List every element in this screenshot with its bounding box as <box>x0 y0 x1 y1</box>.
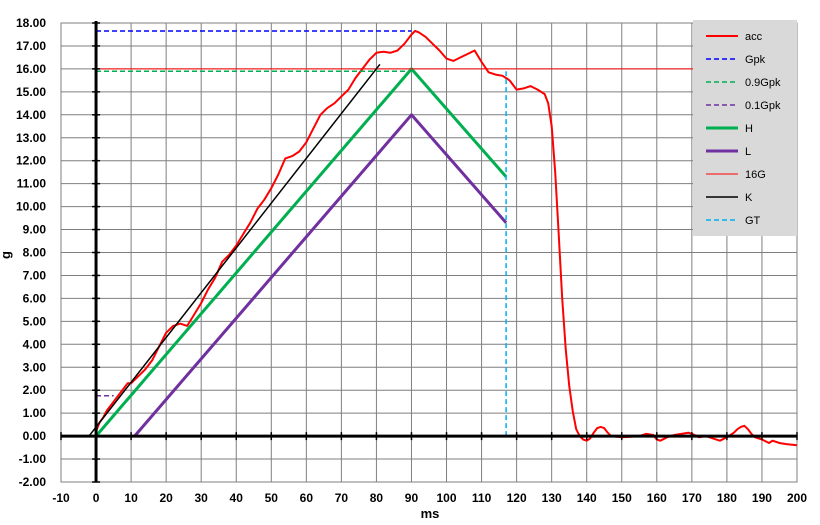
series-layer <box>88 30 798 447</box>
legend-entry-label: acc <box>745 31 763 43</box>
legend: acc Gpk 0.9Gpk 0.1Gpk HL 16G K GT <box>693 20 797 236</box>
x-tick-label: -10 <box>52 491 70 505</box>
x-tick-label: 190 <box>752 491 772 505</box>
legend-entry-label: 16G <box>745 169 766 181</box>
y-tick-label: 1.00 <box>23 406 47 420</box>
x-tick-label: 0 <box>93 491 100 505</box>
legend-entry-label: H <box>745 123 753 135</box>
y-tick-label: 17.00 <box>16 39 46 53</box>
series-line-k <box>88 63 381 437</box>
plot-area-border <box>60 22 798 483</box>
y-tick-label: 11.00 <box>17 177 47 191</box>
legend-entry-label: 0.1Gpk <box>745 100 781 112</box>
x-tick-label: 80 <box>370 491 384 505</box>
legend-entry-label: L <box>745 146 751 158</box>
x-tick-label: 120 <box>507 491 527 505</box>
x-tick-label: 70 <box>335 491 349 505</box>
legend-entry-label: Gpk <box>745 54 766 66</box>
series-line-l <box>133 113 508 438</box>
x-tick-label: 160 <box>647 491 667 505</box>
y-tick-label: 14.00 <box>16 108 46 122</box>
y-tick-label: 7.00 <box>23 268 47 282</box>
x-tick-labels: -10 0 10 20 30 40 50 60 70 80 90 100 110 120 130 140 150… <box>52 491 807 505</box>
x-tick-label: 150 <box>612 491 632 505</box>
axes <box>60 21 798 483</box>
y-tick-label: 16.00 <box>16 62 46 76</box>
y-tick-label: 4.00 <box>23 337 47 351</box>
y-tick-label: 10.00 <box>16 200 46 214</box>
grid <box>60 22 798 483</box>
y-tick-label: -2.00 <box>19 475 47 489</box>
x-tick-label: 20 <box>159 491 173 505</box>
y-tick-label: 5.00 <box>23 314 47 328</box>
x-tick-label: 110 <box>472 491 492 505</box>
x-tick-label: 130 <box>542 491 562 505</box>
y-tick-label: 6.00 <box>23 291 47 305</box>
y-tick-label: 12.00 <box>16 154 46 168</box>
x-tick-label: 170 <box>682 491 702 505</box>
y-tick-label: 15.00 <box>16 85 46 99</box>
y-tick-label: 13.00 <box>16 131 46 145</box>
y-tick-label: 3.00 <box>23 360 47 374</box>
x-tick-label: 140 <box>577 491 597 505</box>
x-tick-label: 30 <box>195 491 209 505</box>
y-tick-label: 9.00 <box>23 223 47 237</box>
x-tick-label: 200 <box>787 491 807 505</box>
x-axis-label: ms <box>421 506 440 521</box>
y-tick-label: 0.00 <box>23 429 47 443</box>
y-tick-labels: -2.00 -1.00 0.00 1.00 2.00 3.00 4.00 5.00 6.00 7.… <box>16 16 46 489</box>
y-tick-label: 2.00 <box>23 383 47 397</box>
x-tick-label: 40 <box>230 491 244 505</box>
legend-entry-label: GT <box>745 215 761 227</box>
y-axis-label: g <box>0 251 13 259</box>
legend-entry-label: K <box>745 192 753 204</box>
y-tick-label: -1.00 <box>19 452 47 466</box>
legend-entry-label: 0.9Gpk <box>745 77 781 89</box>
y-tick-label: 18.00 <box>16 16 46 30</box>
x-tick-label: 90 <box>405 491 419 505</box>
y-tick-label: 8.00 <box>23 246 47 260</box>
x-tick-label: 100 <box>437 491 457 505</box>
x-tick-label: 180 <box>717 491 737 505</box>
x-tick-label: 60 <box>300 491 314 505</box>
x-tick-label: 50 <box>265 491 279 505</box>
x-tick-label: 10 <box>124 491 138 505</box>
